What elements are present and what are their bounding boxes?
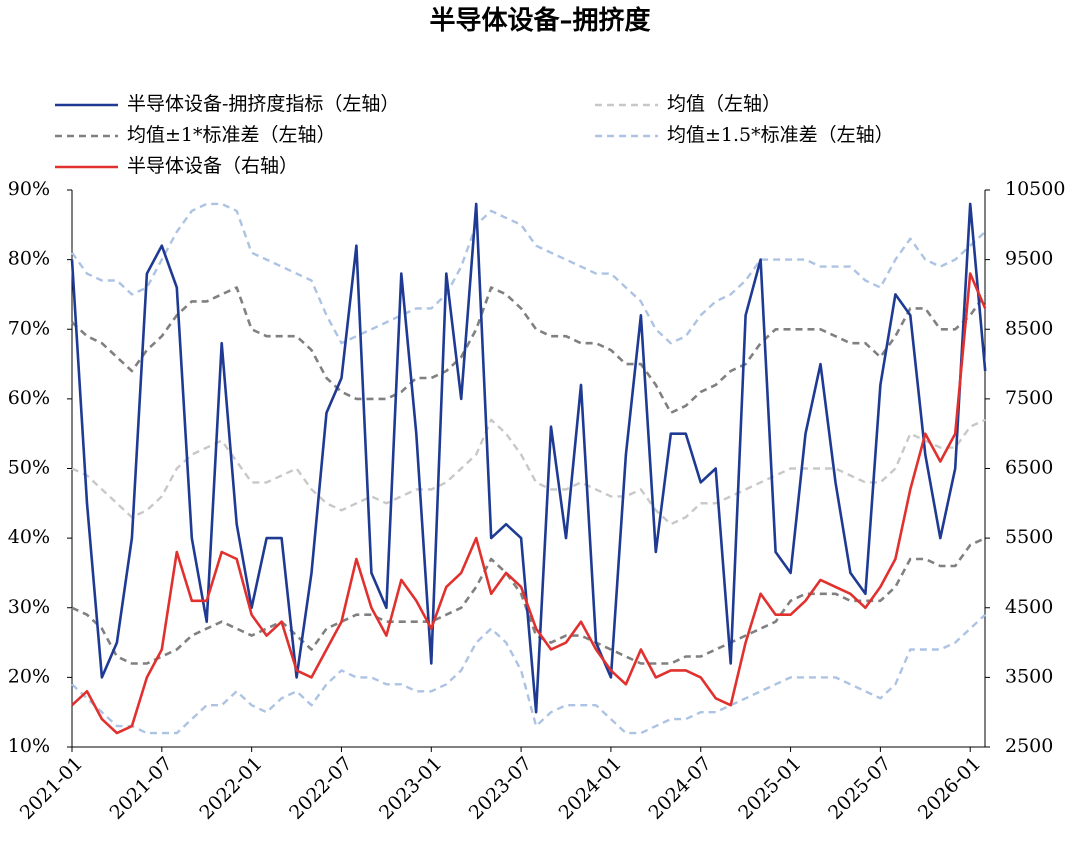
y-tick-label: 90% [8,178,50,200]
x-tick-label: 2022-07 [285,753,356,824]
x-tick-label: 2021-07 [106,753,177,824]
x-tick-label: 2023-01 [375,753,446,824]
series-line [71,536,986,665]
x-tick-label: 2023-07 [465,753,536,824]
x-tick-label: 2022-01 [195,753,266,824]
series-line [71,613,987,735]
y-tick-label: 50% [8,457,50,479]
legend-label: 半导体设备（右轴） [127,155,298,177]
x-tick-label: 2024-07 [644,753,715,824]
y2-tick-label: 8500 [1005,317,1053,339]
y2-tick-label: 5500 [1005,526,1053,548]
legend-label: 半导体设备-拥挤度指标（左轴） [127,93,399,115]
series-line [70,202,987,714]
y-tick-label: 40% [8,526,50,548]
series-line [71,418,986,526]
x-tick-label: 2021-01 [16,753,87,824]
legend-label: 均值±1.5*标准差（左轴） [667,124,894,146]
x-tick-label: 2025-07 [824,753,895,824]
x-tick-label: 2024-01 [555,753,626,824]
y2-tick-label: 6500 [1005,457,1053,479]
y-tick-label: 60% [8,387,50,409]
series-line [71,202,987,345]
series-line [71,286,987,415]
y2-tick-label: 7500 [1005,387,1053,409]
y-tick-label: 80% [8,248,50,270]
y2-tick-label: 2500 [1005,735,1053,757]
series-line [71,272,987,735]
x-tick-label: 2026-01 [914,753,985,824]
y-tick-label: 10% [8,735,50,757]
y2-tick-label: 10500 [1005,178,1065,200]
legend-label: 均值（左轴） [667,93,781,115]
y-tick-label: 70% [8,317,50,339]
y2-tick-label: 4500 [1005,596,1053,618]
legend-label: 均值±1*标准差（左轴） [127,124,336,146]
x-tick-label: 2025-01 [734,753,805,824]
y2-tick-label: 3500 [1005,665,1053,687]
y-tick-label: 30% [8,596,50,618]
y2-tick-label: 9500 [1005,248,1053,270]
chart-title: 半导体设备–拥挤度 [429,5,650,36]
y-tick-label: 20% [8,665,50,687]
